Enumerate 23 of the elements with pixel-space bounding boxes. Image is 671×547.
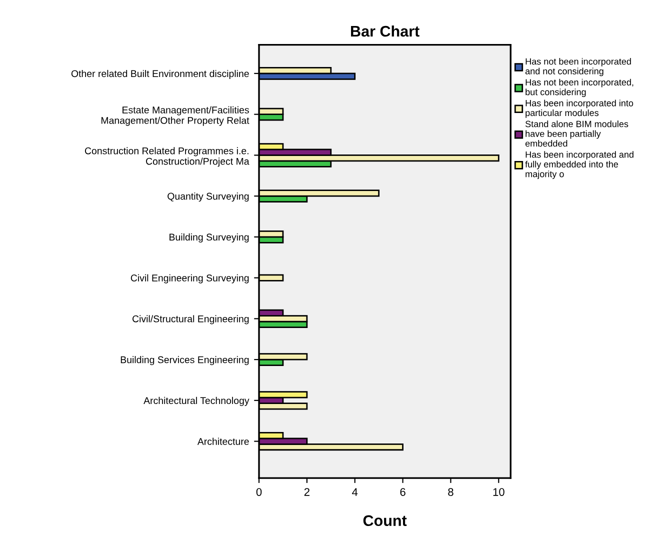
legend-label: Has not been incorporated and not considering <box>525 58 631 76</box>
y-tick-label: Other related Built Environment discipline <box>71 70 249 80</box>
y-tick-label: Architectural Technology <box>144 396 250 406</box>
x-axis-title: Count <box>363 515 407 526</box>
y-tick-label: Civil Engineering Surveying <box>130 274 249 284</box>
x-tick-label: 4 <box>352 488 358 496</box>
y-tick-label: Architecture <box>197 438 249 445</box>
y-tick-label: Civil/Structural Engineering <box>132 315 249 324</box>
legend-label: Has been incorporated into particular modules <box>526 100 634 118</box>
legend-label: Has not been incorporated, but considering <box>526 78 634 97</box>
y-tick-label: Estate Management/Facilities Management/Other Property Relat <box>101 106 250 126</box>
y-tick-label: Building Surveying <box>170 233 249 242</box>
y-tick-label: Construction Related Programmes i.e. Construction/Project Ma <box>84 147 250 167</box>
chart-title: Bar Chart <box>351 25 420 37</box>
x-tick-label: 6 <box>400 488 406 496</box>
x-tick-label: 10 <box>493 488 504 496</box>
x-tick-label: 2 <box>304 488 310 496</box>
y-tick-label: Building Services Engineering <box>120 356 249 366</box>
legend-label: Stand alone BIM modules have been partially embedded <box>525 120 628 147</box>
legend-label: Has been incorporated and fully embedded into the majority o <box>525 151 634 179</box>
x-tick-label: 8 <box>448 488 454 496</box>
y-tick-label: Quantity Surveying <box>168 192 249 202</box>
x-tick-label: 0 <box>256 488 262 496</box>
